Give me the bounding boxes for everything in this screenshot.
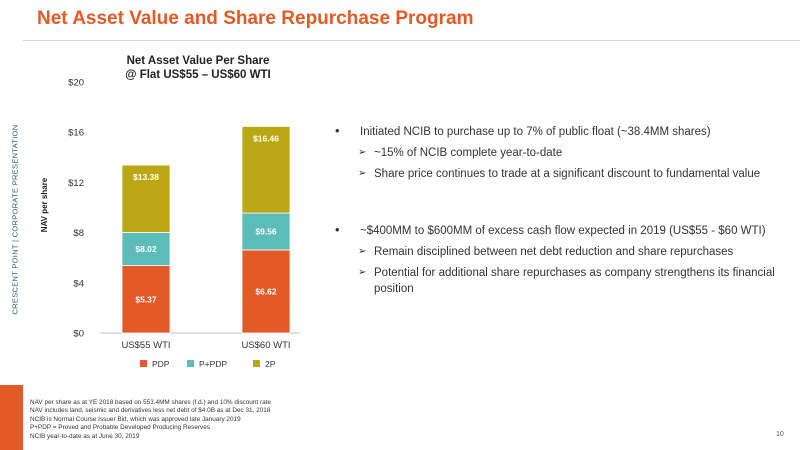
bar-data-label: $5.37 [135, 294, 157, 304]
page-number: 10 [776, 431, 784, 438]
y-tick-label: $0 [73, 329, 84, 340]
footnote: NAV includes land, seismic and derivativ… [30, 407, 271, 415]
bullet-2-sub-2: ➢ Potential for additional share repurch… [330, 265, 795, 297]
bullet-list: • Initiated NCIB to purchase up to 7% of… [330, 123, 795, 297]
legend-swatch [140, 360, 147, 367]
chart-title: Net Asset Value Per Share [127, 55, 270, 67]
legend-label: P+PDP [199, 359, 227, 369]
arrow-bullet-icon: ➢ [358, 168, 367, 179]
footnote: P+PDP = Proved and Probable Developed Pr… [30, 424, 210, 432]
arrow-bullet-icon: ➢ [358, 147, 367, 158]
y-tick-label: $20 [68, 78, 84, 89]
arrow-bullet-icon: ➢ [358, 267, 367, 278]
bar-data-label: $9.56 [255, 226, 277, 236]
chart-subtitle: @ Flat US$55 – US$60 WTI [125, 69, 270, 81]
legend-label: PDP [152, 359, 170, 369]
y-tick-label: $4 [73, 278, 84, 289]
footnotes: NAV per share as at YE 2018 based on 553… [30, 399, 271, 441]
bullet-1: • Initiated NCIB to purchase up to 7% of… [330, 123, 795, 140]
bullet-2-text: ~$400MM to $600MM of excess cash flow ex… [360, 225, 766, 237]
bar-pdp [241, 249, 291, 334]
bullet-2: • ~$400MM to $600MM of excess cash flow … [330, 222, 795, 239]
footnote: NAV per share as at YE 2018 based on 553… [30, 399, 271, 406]
y-axis-label: NAV per share [40, 177, 49, 232]
bullet-1-sub-1-text: ~15% of NCIB complete year-to-date [374, 147, 563, 159]
x-tick-label: US$60 WTI [241, 340, 290, 351]
bullet-dot: • [335, 222, 340, 237]
sidebar-accent-bar [0, 385, 23, 450]
title-divider [23, 40, 800, 41]
legend-label: 2P [265, 359, 276, 369]
y-tick-label: $16 [68, 128, 84, 139]
bar-p-pdp [241, 212, 291, 251]
arrow-bullet-icon: ➢ [358, 246, 367, 257]
bar-2p [121, 164, 171, 233]
bar-data-label: $8.02 [135, 244, 157, 254]
x-tick-label: US$55 WTI [121, 340, 170, 351]
bullet-2-sub-1-text: Remain disciplined between net debt redu… [374, 246, 734, 258]
bullet-1-text: Initiated NCIB to purchase up to 7% of p… [360, 126, 711, 138]
bullet-2-sub-1: ➢ Remain disciplined between net debt re… [330, 244, 795, 260]
bar-p-pdp [121, 232, 171, 267]
legend-swatch [253, 360, 260, 367]
footnote: NCIB year-to-date as at June 30, 2019 [30, 432, 140, 440]
bullet-1-sub-2: ➢ Share price continues to trade at a si… [330, 166, 795, 182]
bar-data-label: $6.62 [255, 286, 277, 296]
bullet-1-sub-1: ➢ ~15% of NCIB complete year-to-date [330, 145, 795, 161]
bullet-2-sub-2-text: Potential for additional share repurchas… [374, 267, 775, 295]
sidebar: CRESCENT POINT | CORPORATE PRESENTATION [0, 0, 23, 450]
y-tick-label: $8 [73, 228, 84, 239]
legend-swatch [187, 360, 194, 367]
bullet-1-sub-2-text: Share price continues to trade at a sign… [374, 168, 761, 180]
bullet-dot: • [335, 123, 340, 138]
y-tick-label: $12 [68, 178, 84, 189]
footnote: NCIB is Normal Course Issuer Bid, which … [30, 415, 241, 423]
bar-pdp [121, 265, 171, 334]
bar-2p [241, 126, 291, 214]
bar-data-label: $16.46 [253, 133, 279, 143]
bar-data-label: $13.38 [133, 172, 159, 182]
page-title: Net Asset Value and Share Repurchase Pro… [37, 8, 474, 29]
